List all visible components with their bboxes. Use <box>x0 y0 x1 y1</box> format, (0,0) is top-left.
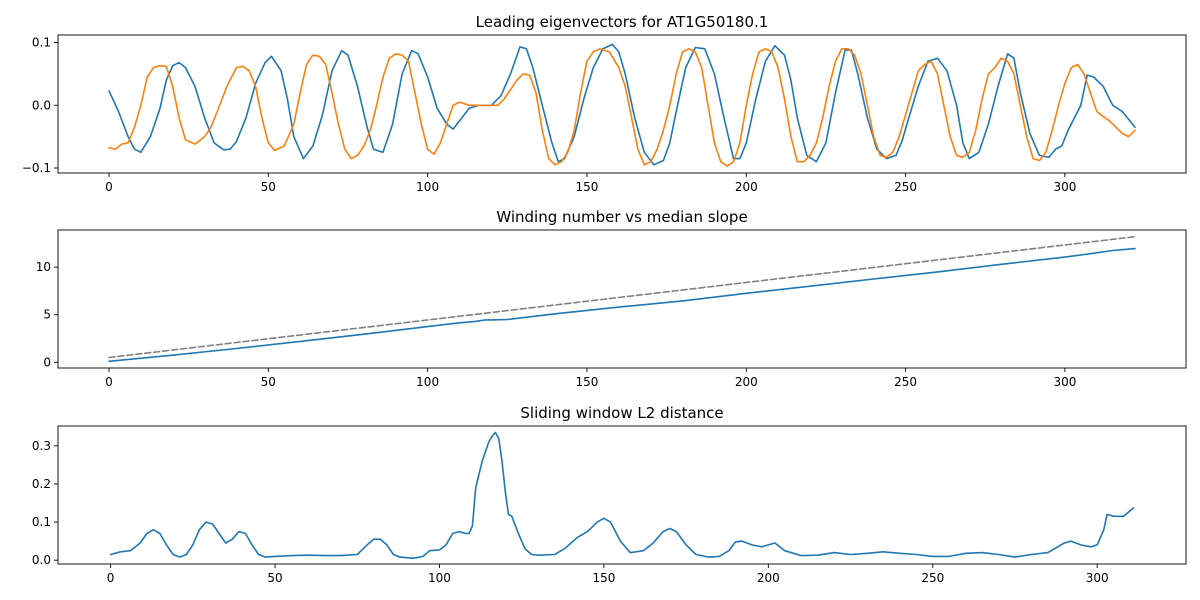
x-tick-label: 100 <box>416 180 439 194</box>
axes-frame <box>57 229 1187 369</box>
x-tick-label: 200 <box>757 571 780 585</box>
x-tick-label: 150 <box>592 571 615 585</box>
y-tick-label: 0.1 <box>32 36 51 50</box>
x-tick-label: 0 <box>105 180 113 194</box>
series-line <box>109 431 1135 560</box>
x-tick-label: 200 <box>735 375 758 389</box>
panel-eigenvectors: Leading eigenvectors for AT1G50180.1 0 50… <box>22 13 1187 194</box>
x-tick-label: 0 <box>105 375 113 389</box>
x-tick-label: 50 <box>267 571 282 585</box>
x-tick-label: 100 <box>416 375 439 389</box>
series-line <box>108 47 1136 167</box>
x-tick-label: 300 <box>1053 375 1076 389</box>
chart-title: Sliding window L2 distance <box>520 404 723 422</box>
x-tick-label: 150 <box>575 180 598 194</box>
chart-title: Leading eigenvectors for AT1G50180.1 <box>476 13 769 31</box>
x-tick-label: 0 <box>107 571 115 585</box>
axes-frame <box>57 34 1187 174</box>
y-tick-label: 0.3 <box>32 439 51 453</box>
x-tick-label: 250 <box>921 571 944 585</box>
x-tick-label: 50 <box>261 180 276 194</box>
panel-winding-number: Winding number vs median slope 0 50 100 150… <box>36 208 1187 389</box>
x-tick-label: 300 <box>1086 571 1109 585</box>
y-tick-label: 0.2 <box>32 477 51 491</box>
series-line <box>108 247 1136 363</box>
y-tick-label: 0.0 <box>32 553 51 567</box>
x-tick-label: 150 <box>575 375 598 389</box>
y-tick-label: 10 <box>36 260 51 274</box>
y-tick-label: 5 <box>43 308 51 322</box>
y-tick-label: 0.1 <box>32 515 51 529</box>
x-tick-label: 100 <box>428 571 451 585</box>
series-line <box>108 235 1136 359</box>
x-tick-label: 300 <box>1053 180 1076 194</box>
panel-l2-distance: Sliding window L2 distance 0 50 100 150 200 2… <box>32 404 1187 585</box>
y-tick-label: 0 <box>43 355 51 369</box>
axes-frame <box>57 425 1187 565</box>
x-tick-label: 50 <box>261 375 276 389</box>
x-tick-label: 250 <box>894 180 917 194</box>
x-tick-label: 200 <box>735 180 758 194</box>
chart-title: Winding number vs median slope <box>496 208 747 226</box>
y-tick-label: 0.0 <box>32 98 51 112</box>
x-tick-label: 250 <box>894 375 917 389</box>
y-tick-label: −0.1 <box>22 161 51 175</box>
